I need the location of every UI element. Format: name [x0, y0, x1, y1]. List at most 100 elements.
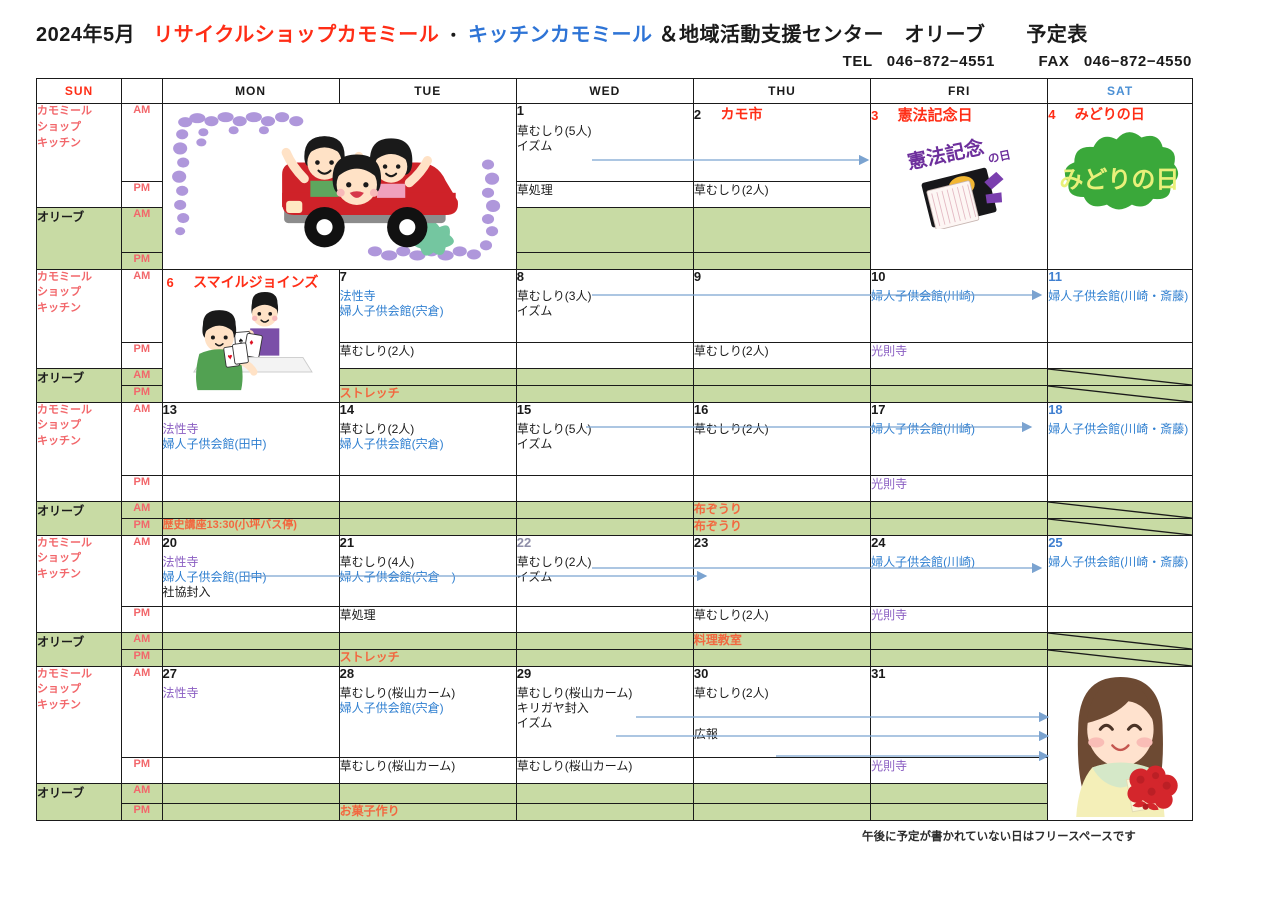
cell-olive-w4-thu-pm[interactable] — [692, 648, 872, 667]
cell-olive-w3-mon-pm[interactable]: 歴史講座13:30(小坪バス停) — [161, 517, 340, 536]
cell-day-24-am[interactable]: 24 婦人子供会館(川崎) — [870, 534, 1049, 607]
cell-day-22-am[interactable]: 22 草むしり(2人) イズム — [515, 534, 694, 607]
cell-day-23-am[interactable]: 23 — [692, 534, 872, 607]
cell-day-29-pm[interactable]: 草むしり(桜山カーム) — [515, 756, 694, 784]
cell-olive-w1-thu-pm[interactable] — [692, 251, 872, 270]
cell-olive-w4-mon-pm[interactable] — [161, 648, 340, 667]
cell-olive-w4-sat-am[interactable] — [1047, 631, 1193, 650]
cell-day-9-am[interactable]: 9 — [692, 268, 872, 343]
cell-day-13-am[interactable]: 13 法性寺 婦人子供会館(田中) — [161, 401, 340, 476]
cell-olive-w3-wed-am[interactable] — [515, 500, 694, 519]
cell-olive-w3-thu-am[interactable]: 布ぞうり — [692, 500, 872, 519]
cell-day-21-pm[interactable]: 草処理 — [338, 605, 517, 633]
cell-olive-w5-mon-pm[interactable] — [161, 803, 340, 822]
cell-day-17-pm[interactable]: 光則寺 — [870, 474, 1049, 502]
cell-olive-w3-sat-pm[interactable] — [1047, 517, 1193, 536]
cell-day-31-pm[interactable]: 光則寺 — [870, 756, 1049, 784]
cell-olive-w5-fri-pm[interactable] — [870, 803, 1049, 822]
cell-day-7-am[interactable]: 7 法性寺 婦人子供会館(宍倉) — [338, 268, 517, 343]
cell-day-9-pm[interactable]: 草むしり(2人) — [692, 341, 872, 369]
cell-day-1-am[interactable]: 1 草むしり(5人) イズム — [515, 103, 694, 182]
cell-day-15-am[interactable]: 15 草むしり(5人) イズム — [515, 401, 694, 476]
cell-day-11-am[interactable]: 11 婦人子供会館(川崎・斎藤) — [1047, 268, 1193, 343]
cell-olive-w1-thu-am[interactable] — [692, 207, 872, 253]
cell-day-20-am[interactable]: 20 法性寺 婦人子供会館(田中) 社協封入 — [161, 534, 340, 607]
cell-day-10-am[interactable]: 10 婦人子供会館(川崎) — [870, 268, 1049, 343]
cell-day-7-pm[interactable]: 草むしり(2人) — [338, 341, 517, 369]
cell-olive-w4-wed-am[interactable] — [515, 631, 694, 650]
cell-day-21-am[interactable]: 21 草むしり(4人) 婦人子供会館(宍倉 ) — [338, 534, 517, 607]
cell-day-27-pm[interactable] — [161, 756, 340, 784]
cell-day-23-pm[interactable]: 草むしり(2人) — [692, 605, 872, 633]
cell-olive-w5-fri-am[interactable] — [870, 782, 1049, 805]
cell-day-28-pm[interactable]: 草むしり(桜山カーム) — [338, 756, 517, 784]
cell-day-22-pm[interactable] — [515, 605, 694, 633]
cell-olive-w2-thu-pm[interactable] — [692, 384, 872, 403]
cell-olive-w5-tue-am[interactable] — [338, 782, 517, 805]
cell-day-31-am[interactable]: 31 — [870, 665, 1049, 758]
cell-day-18-am[interactable]: 18 婦人子供会館(川崎・斎藤) — [1047, 401, 1193, 476]
cell-olive-w4-tue-am[interactable] — [338, 631, 517, 650]
cell-day-30-pm[interactable] — [692, 756, 872, 784]
cell-day-16-pm[interactable] — [692, 474, 872, 502]
cell-olive-w4-fri-am[interactable] — [870, 631, 1049, 650]
cell-day-29-am[interactable]: 29 草むしり(桜山カーム) キリガヤ封入 イズム — [515, 665, 694, 758]
cell-day-2-am[interactable]: 2 カモ市 — [692, 103, 872, 182]
cell-olive-w2-tue-am[interactable] — [338, 367, 517, 386]
cell-olive-w2-thu-am[interactable] — [692, 367, 872, 386]
cell-olive-w4-fri-pm[interactable] — [870, 648, 1049, 667]
cell-day-14-pm[interactable] — [338, 474, 517, 502]
cell-day-11-pm[interactable] — [1047, 341, 1193, 369]
cell-olive-w3-wed-pm[interactable] — [515, 517, 694, 536]
cell-day-6[interactable]: 6 スマイルジョインズ ♥ ♠ ♦ — [161, 268, 340, 403]
date-number: 28 — [339, 666, 355, 681]
cell-day-10-pm[interactable]: 光則寺 — [870, 341, 1049, 369]
cell-day-20-pm[interactable] — [161, 605, 340, 633]
cell-day-27-am[interactable]: 27 法性寺 — [161, 665, 340, 758]
cell-olive-w4-mon-am[interactable] — [161, 631, 340, 650]
cell-olive-w3-fri-pm[interactable] — [870, 517, 1049, 536]
cell-olive-w5-wed-am[interactable] — [515, 782, 694, 805]
cell-olive-w2-wed-pm[interactable] — [515, 384, 694, 403]
cell-olive-w1-wed-pm[interactable] — [515, 251, 694, 270]
cell-olive-w3-thu-pm[interactable]: 布ぞうり — [692, 517, 872, 536]
cell-day-2-pm[interactable]: 草むしり(2人) — [692, 181, 872, 208]
cell-olive-w3-fri-am[interactable] — [870, 500, 1049, 519]
cell-day-24-pm[interactable]: 光則寺 — [870, 605, 1049, 633]
cell-olive-w1-wed-am[interactable] — [515, 207, 694, 253]
cell-olive-w2-sat-am[interactable] — [1047, 367, 1193, 386]
cell-olive-w5-wed-pm[interactable] — [515, 803, 694, 822]
cell-day-1-pm[interactable]: 草処理 — [515, 181, 694, 208]
cell-day-16-am[interactable]: 16 草むしり(2人) — [692, 401, 872, 476]
cell-day-13-pm[interactable] — [161, 474, 340, 502]
cell-olive-w2-tue-pm[interactable]: ストレッチ — [338, 384, 517, 403]
cell-day-8-am[interactable]: 8 草むしり(3人) イズム — [515, 268, 694, 343]
cell-olive-w5-thu-pm[interactable] — [692, 803, 872, 822]
cell-olive-w4-thu-am[interactable]: 料理教室 — [692, 631, 872, 650]
cell-olive-w4-sat-pm[interactable] — [1047, 648, 1193, 667]
cell-day-15-pm[interactable] — [515, 474, 694, 502]
cell-olive-w2-sat-pm[interactable] — [1047, 384, 1193, 403]
cell-day-4-holiday[interactable]: 4 みどりの日 みどりの日 — [1047, 103, 1193, 270]
cell-olive-w3-tue-pm[interactable] — [338, 517, 517, 536]
cell-olive-w3-mon-am[interactable] — [161, 500, 340, 519]
cell-day-8-pm[interactable] — [515, 341, 694, 369]
cell-olive-w5-thu-am[interactable] — [692, 782, 872, 805]
cell-day-18-pm[interactable] — [1047, 474, 1193, 502]
cell-day-25-pm[interactable] — [1047, 605, 1193, 633]
cell-day-17-am[interactable]: 17 婦人子供会館(川崎) — [870, 401, 1049, 476]
cell-day-25-am[interactable]: 25 婦人子供会館(川崎・斎藤) — [1047, 534, 1193, 607]
cell-olive-w2-fri-pm[interactable] — [870, 384, 1049, 403]
cell-olive-w2-wed-am[interactable] — [515, 367, 694, 386]
cell-olive-w5-mon-am[interactable] — [161, 782, 340, 805]
cell-olive-w2-fri-am[interactable] — [870, 367, 1049, 386]
cell-day-28-am[interactable]: 28 草むしり(桜山カーム) 婦人子供会館(宍倉) — [338, 665, 517, 758]
cell-olive-w3-tue-am[interactable] — [338, 500, 517, 519]
cell-olive-w5-tue-pm[interactable]: お菓子作り — [338, 803, 517, 822]
cell-day-3-holiday[interactable]: 3 憲法記念日 憲法記念 の日 — [870, 103, 1049, 270]
cell-olive-w4-wed-pm[interactable] — [515, 648, 694, 667]
cell-day-14-am[interactable]: 14 草むしり(2人) 婦人子供会館(宍倉) — [338, 401, 517, 476]
cell-olive-w4-tue-pm[interactable]: ストレッチ — [338, 648, 517, 667]
cell-olive-w3-sat-am[interactable] — [1047, 500, 1193, 519]
cell-day-30-am[interactable]: 30 草むしり(2人) 広報 — [692, 665, 872, 758]
